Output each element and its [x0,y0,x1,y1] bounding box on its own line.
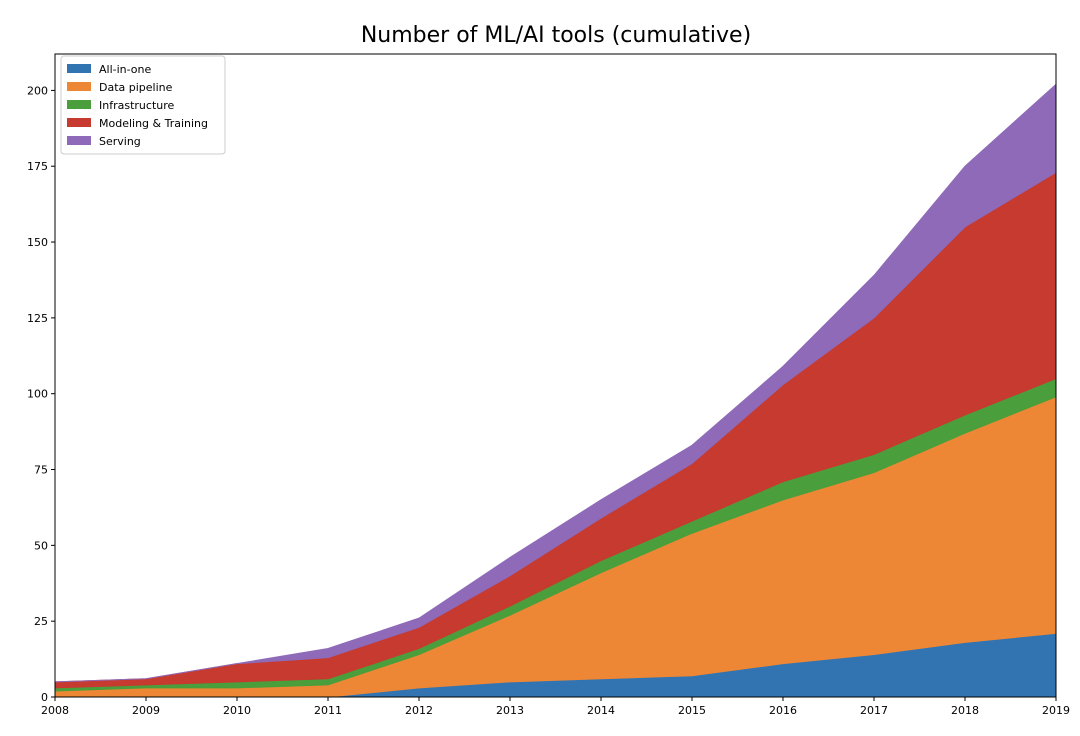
x-tick-label-11: 2019 [1042,704,1070,717]
y-tick-label-1: 25 [34,615,48,628]
legend-swatch-3 [67,118,91,127]
x-tick-label-6: 2014 [587,704,615,717]
plot-frame [54,53,1057,698]
y-tick-label-8: 200 [27,84,48,97]
legend-label-2: Infrastructure [99,99,175,112]
x-tick-label-9: 2017 [860,704,888,717]
x-tick-label-2: 2010 [223,704,251,717]
x-tick-label-4: 2012 [405,704,433,717]
x-tick-label-8: 2016 [769,704,797,717]
x-tick-label-1: 2009 [132,704,160,717]
y-tick-label-2: 50 [34,539,48,552]
y-tick-label-6: 150 [27,236,48,249]
x-tick-label-10: 2018 [951,704,979,717]
legend-label-3: Modeling & Training [99,117,208,130]
x-tick-label-0: 2008 [41,704,69,717]
y-tick-label-3: 75 [34,464,48,477]
x-tick-label-3: 2011 [314,704,342,717]
y-tick-label-4: 100 [27,388,48,401]
y-tick-label-0: 0 [41,691,48,704]
legend-swatch-1 [67,82,91,91]
y-tick-label-7: 175 [27,160,48,173]
legend: All-in-one Data pipeline Infrastructure Mod… [60,55,226,155]
x-tick-label-5: 2013 [496,704,524,717]
area-layers [54,83,1057,698]
y-tick-label-5: 125 [27,312,48,325]
legend-swatch-2 [67,100,91,109]
legend-label-1: Data pipeline [99,81,173,94]
legend-swatch-4 [67,136,91,145]
legend-swatch-0 [67,64,91,73]
chart-title: Number of ML/AI tools (cumulative) [361,23,751,48]
x-tick-label-7: 2015 [678,704,706,717]
legend-label-0: All-in-one [99,63,152,76]
axes: 0 25 50 75 100 125 150 175 200 2008 2009 2010 2011 20… [27,53,1070,717]
legend-box [60,55,226,155]
legend-label-4: Serving [99,135,141,148]
